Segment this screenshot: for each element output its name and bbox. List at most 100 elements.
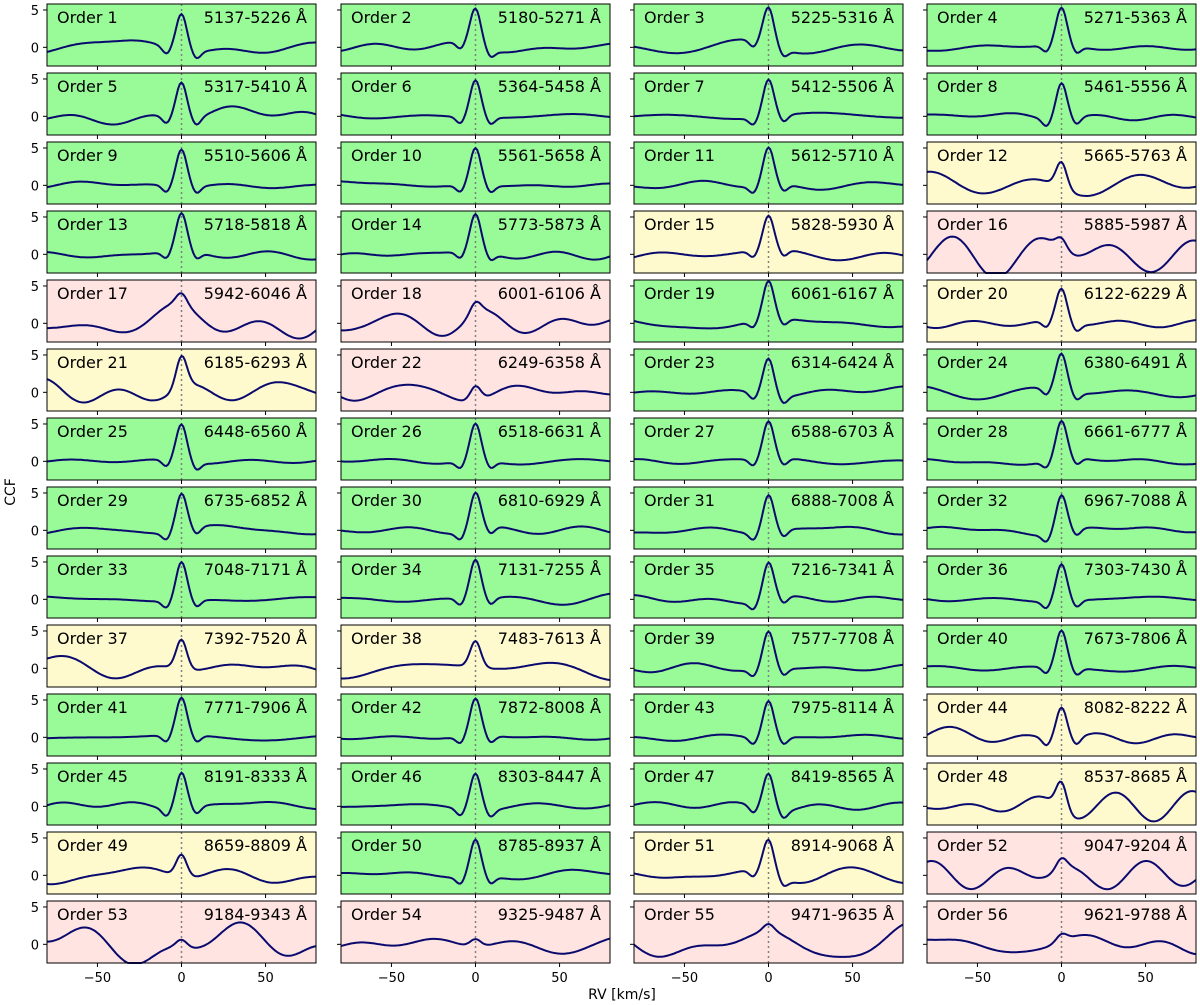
- panel-wavelength-range: 5137-5226 Å: [204, 8, 307, 27]
- panel-wavelength-range: 6735-6852 Å: [204, 491, 307, 510]
- panel-wavelength-range: 5885-5987 Å: [1084, 215, 1187, 234]
- ccf-panel: 0 5 Order 25 6448-6560 Å: [31, 417, 317, 484]
- panel-title: Order 16: [937, 215, 1008, 234]
- ccf-series-line: [927, 81, 1197, 127]
- panel-title: Order 8: [937, 77, 998, 96]
- ccf-panel: Order 8 5461-5556 Å: [923, 72, 1197, 139]
- panel-title: Order 41: [57, 698, 128, 717]
- panel-title: Order 13: [57, 215, 128, 234]
- ccf-panel: Order 12 5665-5763 Å: [923, 141, 1197, 208]
- ccf-series-line: [634, 493, 904, 541]
- ccf-series-line: [46, 638, 317, 680]
- ccf-panel: Order 48 8537-8685 Å: [923, 762, 1197, 829]
- panel-title: Order 56: [937, 905, 1008, 924]
- panel-title: Order 35: [644, 560, 715, 579]
- ccf-series-line: [926, 352, 1197, 401]
- ccf-series-line: [47, 560, 317, 609]
- ccf-series-line: [926, 160, 1197, 198]
- panel-title: Order 54: [351, 905, 422, 924]
- ccf-panel: Order 26 6518-6631 Å: [337, 417, 611, 484]
- ccf-panel: Order 40 7673-7806 Å: [923, 624, 1197, 691]
- ccf-panel: Order 46 8303-8447 Å: [337, 762, 611, 829]
- panel-wavelength-range: 5317-5410 Å: [204, 77, 307, 96]
- ccf-panel: 0 5 Order 9 5510-5606 Å: [31, 141, 317, 208]
- y-tick-label: 0: [31, 662, 39, 677]
- ccf-series-line: [926, 706, 1197, 747]
- x-tick-label: 0: [764, 971, 772, 986]
- panel-wavelength-range: 6661-6777 Å: [1084, 422, 1187, 441]
- ccf-series-line: [340, 491, 611, 541]
- y-tick-label: 0: [31, 593, 39, 608]
- ccf-panel: Order 30 6810-6929 Å: [337, 486, 611, 553]
- panel-wavelength-range: 6001-6106 Å: [498, 284, 601, 303]
- panel-wavelength-range: 5561-5658 Å: [498, 146, 601, 165]
- panel-wavelength-range: 5718-5818 Å: [204, 215, 307, 234]
- panel-title: Order 15: [644, 215, 715, 234]
- y-tick-label: 5: [31, 280, 39, 295]
- panel-wavelength-range: 9184-9343 Å: [204, 905, 307, 924]
- panel-wavelength-range: 8303-8447 Å: [498, 767, 601, 786]
- y-tick-label: 5: [31, 211, 39, 226]
- ccf-panel: Order 2 5180-5271 Å: [337, 3, 611, 70]
- ccf-panel: Order 34 7131-7255 Å: [337, 555, 611, 622]
- panel-wavelength-range: 5665-5763 Å: [1084, 146, 1187, 165]
- y-tick-label: 0: [31, 248, 39, 263]
- panel-wavelength-range: 8191-8333 Å: [204, 767, 307, 786]
- x-tick-label: 50: [257, 971, 274, 986]
- panel-wavelength-range: 5510-5606 Å: [204, 146, 307, 165]
- panel-wavelength-range: 6810-6929 Å: [498, 491, 601, 510]
- panel-title: Order 27: [644, 422, 715, 441]
- ccf-series-line: [340, 383, 611, 402]
- panel-title: Order 24: [937, 353, 1008, 372]
- y-tick-label: 0: [31, 317, 39, 332]
- panel-title: Order 38: [351, 629, 422, 648]
- ccf-series-line: [46, 853, 317, 886]
- ccf-panel: 0 5 −50 0 50 Order 53 9184-9343 Å: [31, 900, 317, 986]
- ccf-panel: Order 32 6967-7088 Å: [923, 486, 1197, 553]
- ccf-panel: 0 5 Order 41 7771-7906 Å: [31, 693, 317, 760]
- ccf-panel: Order 7 5412-5506 Å: [630, 72, 904, 139]
- panel-wavelength-range: 7048-7171 Å: [204, 560, 307, 579]
- panel-wavelength-range: 8419-8565 Å: [791, 767, 894, 786]
- panel-wavelength-range: 6448-6560 Å: [204, 422, 307, 441]
- y-tick-label: 5: [31, 763, 39, 778]
- panel-title: Order 23: [644, 353, 715, 372]
- x-tick-label: 0: [471, 971, 479, 986]
- ccf-series-line: [633, 838, 904, 888]
- ccf-panel: 0 5 Order 29 6735-6852 Å: [31, 486, 317, 553]
- panel-wavelength-range: 8082-8222 Å: [1084, 698, 1187, 717]
- y-tick-label: 5: [31, 694, 39, 709]
- ccf-series-line: [633, 922, 904, 958]
- panel-wavelength-range: 5942-6046 Å: [204, 284, 307, 303]
- panel-wavelength-range: 7577-7708 Å: [791, 629, 894, 648]
- ccf-series-line: [926, 287, 1197, 332]
- ccf-series-line: [340, 422, 611, 469]
- ccf-panel: Order 14 5773-5873 Å: [337, 210, 611, 277]
- x-tick-label: −50: [671, 971, 698, 986]
- panel-wavelength-range: 5271-5363 Å: [1084, 8, 1187, 27]
- y-tick-label: 5: [31, 418, 39, 433]
- panel-title: Order 36: [937, 560, 1008, 579]
- y-tick-label: 5: [31, 901, 39, 916]
- ccf-panel: Order 23 6314-6424 Å: [630, 348, 904, 415]
- panel-title: Order 49: [57, 836, 128, 855]
- y-tick-label: 0: [31, 41, 39, 56]
- ccf-panel: Order 4 5271-5363 Å: [923, 3, 1197, 70]
- ccf-series-line: [634, 419, 903, 467]
- ccf-series-line: [340, 78, 611, 125]
- panel-title: Order 29: [57, 491, 128, 510]
- y-tick-label: 5: [31, 832, 39, 847]
- panel-wavelength-range: 5461-5556 Å: [1084, 77, 1187, 96]
- panel-title: Order 2: [351, 8, 412, 27]
- panel-title: Order 14: [351, 215, 422, 234]
- y-tick-label: 0: [31, 731, 39, 746]
- panel-title: Order 40: [937, 629, 1008, 648]
- y-tick-label: 5: [31, 142, 39, 157]
- ccf-series-line: [633, 78, 903, 126]
- panel-wavelength-range: 7975-8114 Å: [791, 698, 894, 717]
- panel-title: Order 5: [57, 77, 118, 96]
- ccf-series-line: [341, 558, 611, 606]
- x-tick-label: 50: [844, 971, 861, 986]
- ccf-panel: −50 0 50 Order 56 9621-9788 Å: [923, 900, 1197, 986]
- panel-wavelength-range: 6249-6358 Å: [498, 353, 601, 372]
